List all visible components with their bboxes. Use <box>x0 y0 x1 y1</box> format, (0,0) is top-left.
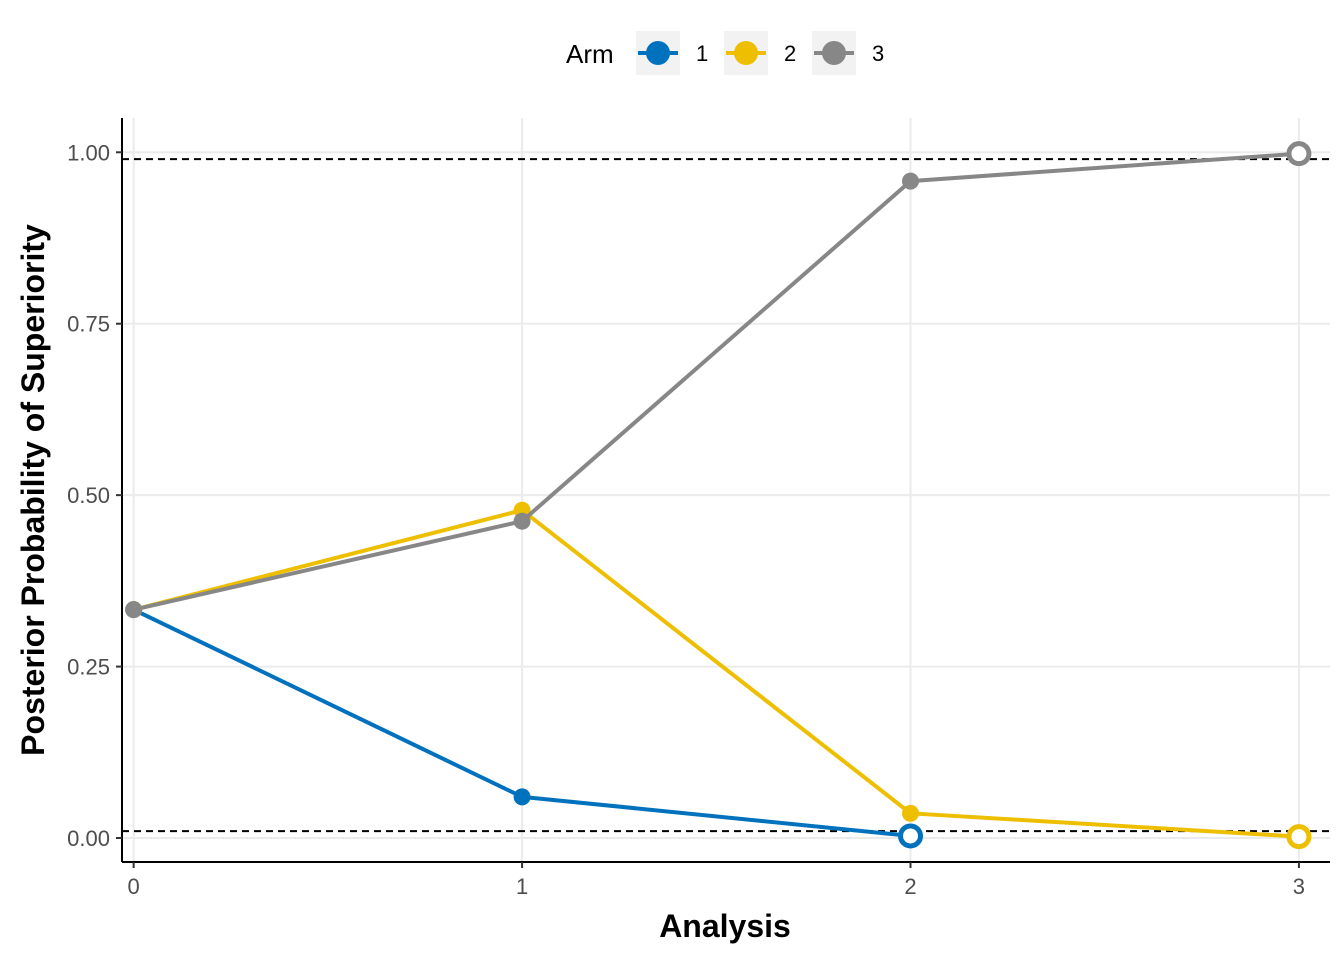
legend-key-point-2 <box>734 41 758 65</box>
x-tick-label-0: 0 <box>128 874 140 899</box>
legend-item-arm-1: 1 <box>636 31 708 75</box>
axes <box>121 118 1330 863</box>
x-axis-title: Analysis <box>659 908 791 944</box>
x-tick-label-2: 2 <box>904 874 916 899</box>
series-layer <box>125 141 1312 850</box>
x-ticks: 0 1 2 3 <box>128 862 1305 899</box>
series-arm-3 <box>125 141 1312 619</box>
y-axis-title: Posterior Probability of Superiority <box>15 224 51 756</box>
legend: Arm 1 2 3 <box>566 31 884 75</box>
series-line-arm-3 <box>133 151 1300 612</box>
legend-item-arm-2: 2 <box>724 31 796 75</box>
series-line-arm-2 <box>133 508 1300 839</box>
legend-label-1: 1 <box>696 41 708 66</box>
legend-key-point-3 <box>822 41 846 65</box>
point-arm-3-2 <box>902 172 920 190</box>
legend-key-point-1 <box>646 41 670 65</box>
threshold-lines <box>122 158 1330 833</box>
y-tick-label-1: 0.25 <box>67 655 110 680</box>
x-tick-label-3: 3 <box>1293 874 1305 899</box>
point-arm-1-2 <box>898 823 924 849</box>
y-tick-label-2: 0.50 <box>67 483 110 508</box>
legend-items: 1 2 3 <box>636 31 884 75</box>
point-arm-3-3 <box>1286 141 1312 167</box>
legend-title: Arm <box>566 39 614 69</box>
series-arm-2 <box>125 501 1312 850</box>
legend-label-2: 2 <box>784 41 796 66</box>
point-arm-3-0 <box>125 601 143 619</box>
point-arm-2-3 <box>1286 824 1312 850</box>
legend-item-arm-3: 3 <box>812 31 884 75</box>
grid <box>122 118 1330 862</box>
point-arm-2-2 <box>902 804 920 822</box>
point-arm-1-1 <box>513 788 531 806</box>
x-tick-label-1: 1 <box>516 874 528 899</box>
y-tick-label-0: 0.00 <box>67 826 110 851</box>
point-arm-3-1 <box>513 512 531 530</box>
y-tick-label-3: 0.75 <box>67 312 110 337</box>
y-ticks: 0.00 0.25 0.50 0.75 1.00 <box>67 140 122 851</box>
legend-label-3: 3 <box>872 41 884 66</box>
y-tick-label-4: 1.00 <box>67 140 110 165</box>
